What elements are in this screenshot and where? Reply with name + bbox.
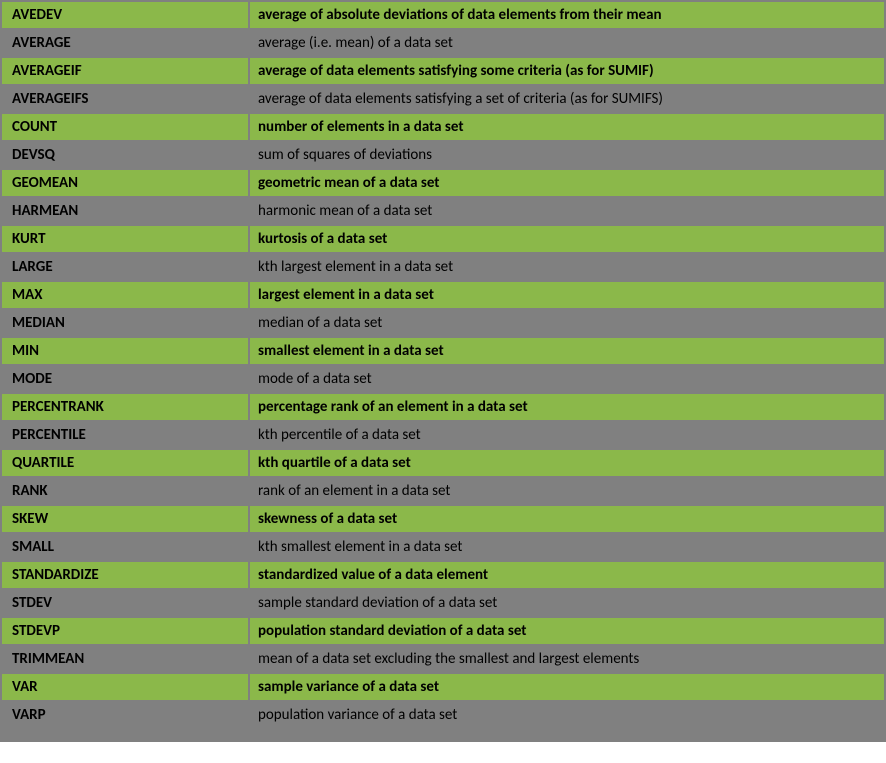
function-name: SMALL <box>2 534 250 560</box>
table-row: PERCENTRANKpercentage rank of an element… <box>2 394 884 422</box>
function-name: KURT <box>2 226 250 252</box>
function-name: STDEVP <box>2 618 250 644</box>
function-description: geometric mean of a data set <box>250 170 884 196</box>
function-description: standardized value of a data element <box>250 562 884 588</box>
table-row: VARsample variance of a data set <box>2 674 884 702</box>
function-name: GEOMEAN <box>2 170 250 196</box>
function-name: MIN <box>2 338 250 364</box>
table-row: COUNTnumber of elements in a data set <box>2 114 884 142</box>
function-description: percentage rank of an element in a data … <box>250 394 884 420</box>
function-description: population standard deviation of a data … <box>250 618 884 644</box>
function-name: AVEDEV <box>2 2 250 28</box>
table-row: STDEVPpopulation standard deviation of a… <box>2 618 884 646</box>
function-name: PERCENTILE <box>2 422 250 448</box>
table-row: MAXlargest element in a data set <box>2 282 884 310</box>
function-name: MODE <box>2 366 250 392</box>
table-row: AVERAGEIFaverage of data elements satisf… <box>2 58 884 86</box>
table-row: AVEDEVaverage of absolute deviations of … <box>2 2 884 30</box>
function-description: mode of a data set <box>250 366 884 392</box>
function-description: largest element in a data set <box>250 282 884 308</box>
table-row: HARMEANharmonic mean of a data set <box>2 198 884 226</box>
function-name: DEVSQ <box>2 142 250 168</box>
table-row: SMALLkth smallest element in a data set <box>2 534 884 562</box>
table-row: SKEWskewness of a data set <box>2 506 884 534</box>
function-name: HARMEAN <box>2 198 250 224</box>
table-row: MEDIANmedian of a data set <box>2 310 884 338</box>
function-name: TRIMMEAN <box>2 646 250 672</box>
function-name: MEDIAN <box>2 310 250 336</box>
function-name: VARP <box>2 702 250 728</box>
table-row: STDEVsample standard deviation of a data… <box>2 590 884 618</box>
function-description: rank of an element in a data set <box>250 478 884 504</box>
table-row: GEOMEANgeometric mean of a data set <box>2 170 884 198</box>
function-description: sample variance of a data set <box>250 674 884 700</box>
function-name: STDEV <box>2 590 250 616</box>
function-description: smallest element in a data set <box>250 338 884 364</box>
table-row: MINsmallest element in a data set <box>2 338 884 366</box>
function-name: QUARTILE <box>2 450 250 476</box>
function-description: population variance of a data set <box>250 702 884 728</box>
table-row: AVERAGEIFSaverage of data elements satis… <box>2 86 884 114</box>
function-name: LARGE <box>2 254 250 280</box>
function-description: average of data elements satisfying a se… <box>250 86 884 112</box>
function-description: average of data elements satisfying some… <box>250 58 884 84</box>
function-name: SKEW <box>2 506 250 532</box>
function-description: average (i.e. mean) of a data set <box>250 30 884 56</box>
function-description: skewness of a data set <box>250 506 884 532</box>
table-row: TRIMMEANmean of a data set excluding the… <box>2 646 884 674</box>
table-row: VARPpopulation variance of a data set <box>2 702 884 730</box>
function-description: kurtosis of a data set <box>250 226 884 252</box>
function-name: COUNT <box>2 114 250 140</box>
function-description: sum of squares of deviations <box>250 142 884 168</box>
function-name: AVERAGE <box>2 30 250 56</box>
function-description: kth largest element in a data set <box>250 254 884 280</box>
table-row: KURTkurtosis of a data set <box>2 226 884 254</box>
function-name: AVERAGEIF <box>2 58 250 84</box>
table-row: RANKrank of an element in a data set <box>2 478 884 506</box>
function-name: MAX <box>2 282 250 308</box>
function-description: sample standard deviation of a data set <box>250 590 884 616</box>
functions-table: AVEDEVaverage of absolute deviations of … <box>0 0 886 742</box>
function-description: mean of a data set excluding the smalles… <box>250 646 884 672</box>
function-description: median of a data set <box>250 310 884 336</box>
function-description: kth quartile of a data set <box>250 450 884 476</box>
function-name: PERCENTRANK <box>2 394 250 420</box>
function-description: kth percentile of a data set <box>250 422 884 448</box>
function-name: AVERAGEIFS <box>2 86 250 112</box>
table-row: DEVSQsum of squares of deviations <box>2 142 884 170</box>
function-description: kth smallest element in a data set <box>250 534 884 560</box>
table-row: MODEmode of a data set <box>2 366 884 394</box>
function-name: RANK <box>2 478 250 504</box>
table-footer-bar <box>2 730 884 740</box>
table-row: QUARTILEkth quartile of a data set <box>2 450 884 478</box>
function-description: number of elements in a data set <box>250 114 884 140</box>
function-name: STANDARDIZE <box>2 562 250 588</box>
table-row: LARGEkth largest element in a data set <box>2 254 884 282</box>
function-description: average of absolute deviations of data e… <box>250 2 884 28</box>
table-row: STANDARDIZEstandardized value of a data … <box>2 562 884 590</box>
function-description: harmonic mean of a data set <box>250 198 884 224</box>
table-row: PERCENTILEkth percentile of a data set <box>2 422 884 450</box>
table-row: AVERAGEaverage (i.e. mean) of a data set <box>2 30 884 58</box>
function-name: VAR <box>2 674 250 700</box>
